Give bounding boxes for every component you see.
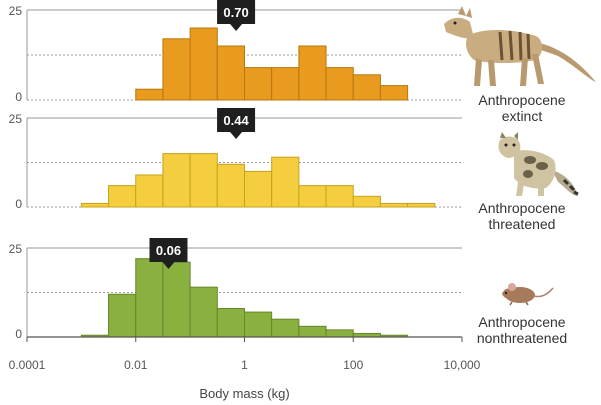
panel-1-y-tick-label-1: 25 [9,112,23,126]
x-tick-label-3: 100 [343,358,363,372]
panel-0-bar-0 [135,88,164,101]
panel-0-bar-9 [379,85,409,101]
panel-2-y-tick-label-0: 0 [15,327,22,341]
panel-0-y-tick-label-1: 25 [9,4,23,18]
panel-label-extinct: Anthropocene extinct [462,92,582,124]
panel-2-callout-box [149,238,188,269]
panel-label-nonthreatened-line2: nonthreatened [476,330,568,346]
panel-0-bar-8 [352,74,381,101]
panel-label-nonthreatened-line1: Anthropocene [478,314,566,330]
panel-0-y-tick-label-0: 0 [15,90,22,104]
clouded-leopard-icon [498,132,579,196]
panel-2-bar-6 [244,311,273,338]
panel-1-callout-box [217,108,256,139]
panel-0-bar-6 [298,45,327,101]
x-tick-label-0: 0.0001 [9,358,46,372]
panel-1-y-tick-label-0: 0 [15,197,22,211]
panel-label-nonthreatened: Anthropocene nonthreatened [462,314,582,346]
panel-label-threatened-line1: Anthropocene [478,200,566,216]
panel-2-bar-3 [162,261,191,338]
x-tick-label-1: 0.01 [124,358,148,372]
x-tick-label-2: 1 [241,358,248,372]
panel-0-bar-4 [244,67,273,101]
panel-2-callout-label: 0.06 [156,243,181,258]
panel-2-bar-4 [189,286,218,338]
x-axis-title: Body mass (kg) [199,386,289,401]
panel-1-bar-1 [108,185,137,208]
panel-1-bar-9 [325,185,354,208]
panel-0-bar-2 [189,27,218,101]
panel-1-bar-0 [80,202,110,208]
panel-label-threatened-line2: threatened [488,216,556,232]
panel-0-bar-1 [162,38,191,101]
panel-2-bar-7 [271,318,300,338]
panel-1-bar-6 [244,170,273,208]
panel-1-bar-4 [189,153,218,208]
panel-1-bar-10 [352,195,381,208]
panel-0-bar-7 [325,67,354,101]
panel-1-bar-8 [298,185,327,208]
panel-1-bar-3 [162,153,191,208]
mouse-icon [502,283,554,306]
panel-label-extinct-line1: Anthropocene [478,92,566,108]
x-tick-label-4: 10,000 [444,358,481,372]
panel-2-bar-5 [216,308,246,338]
panel-label-threatened: Anthropocene threatened [462,200,582,232]
panel-0-callout-label: 0.70 [223,5,248,20]
panel-1-bar-7 [271,156,300,208]
panel-2-y-tick-label-1: 25 [9,242,23,256]
panel-0-bar-3 [216,45,246,101]
panel-1-bar-12 [407,202,436,208]
panel-1-callout-label: 0.44 [223,113,249,128]
thylacine-icon [444,6,596,86]
panel-1-bar-11 [379,202,409,208]
panel-1-bar-2 [135,174,164,208]
panel-2-bar-9 [325,329,354,338]
panel-label-extinct-line2: extinct [501,108,543,124]
panel-1-bar-5 [216,163,246,208]
panel-2-bar-8 [298,325,327,338]
panel-2-bar-1 [108,293,137,338]
panel-0-bar-5 [271,67,300,101]
panel-2-bar-2 [135,258,164,338]
panel-0-callout-box [217,0,256,31]
